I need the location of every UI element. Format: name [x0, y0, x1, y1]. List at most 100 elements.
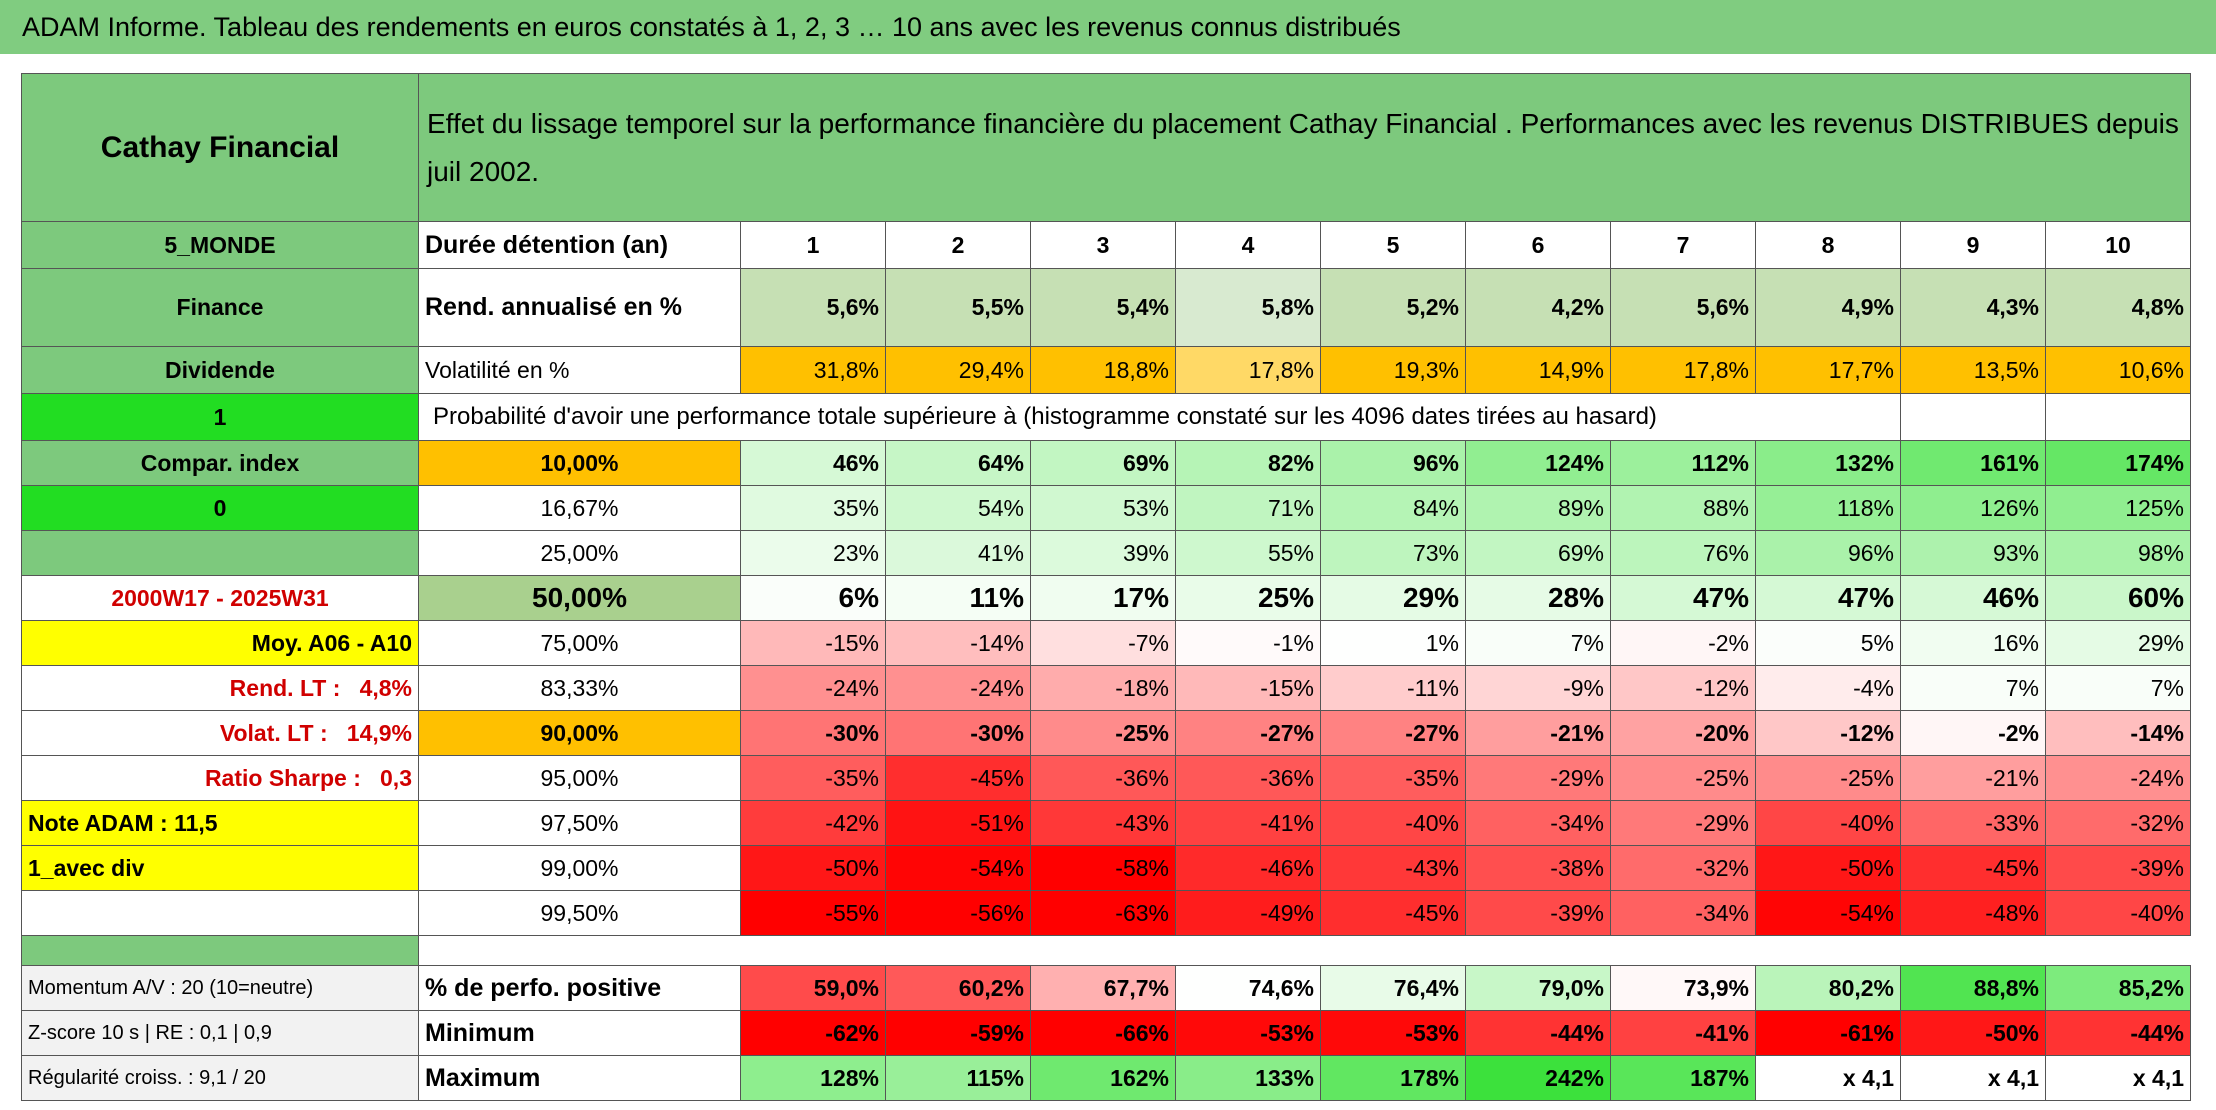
value-cell: 67,7% — [1030, 965, 1176, 1011]
value-cell: -27% — [1320, 710, 1466, 756]
value-cell: -30% — [740, 710, 886, 756]
value-cell: 1% — [1320, 620, 1466, 666]
value-cell: -44% — [1465, 1010, 1611, 1056]
value-cell: 5,4% — [1030, 268, 1176, 347]
row-heading: 97,50% — [418, 800, 741, 846]
value-cell: -25% — [1030, 710, 1176, 756]
section-caption: Probabilité d'avoir une performance tota… — [418, 393, 1901, 441]
value-cell: -56% — [885, 890, 1031, 936]
value-cell: 46% — [740, 440, 886, 486]
value-cell: 73,9% — [1610, 965, 1756, 1011]
value-cell: 4,9% — [1755, 268, 1901, 347]
value-cell: 93% — [1900, 530, 2046, 576]
value-cell: -54% — [885, 845, 1031, 891]
value-cell: 74,6% — [1175, 965, 1321, 1011]
empty-cell — [2044, 393, 2192, 441]
value-cell: 96% — [1320, 440, 1466, 486]
value-cell: -50% — [1755, 845, 1901, 891]
value-cell: 178% — [1320, 1055, 1466, 1101]
value-cell: 84% — [1320, 485, 1466, 531]
value-cell: 7% — [2044, 665, 2192, 711]
value-cell: 126% — [1900, 485, 2046, 531]
value-cell: -14% — [885, 620, 1031, 666]
value-cell: -44% — [2044, 1010, 2192, 1056]
value-cell: -66% — [1030, 1010, 1176, 1056]
value-cell: 35% — [740, 485, 886, 531]
row-heading: 50,00% — [418, 575, 741, 621]
value-cell: 19,3% — [1320, 346, 1466, 394]
value-cell: 76% — [1610, 530, 1756, 576]
value-cell: 47% — [1610, 575, 1756, 621]
value-cell: -38% — [1465, 845, 1611, 891]
returns-table: Cathay Financial Effet du lissage tempore… — [21, 73, 2192, 1101]
value-cell: 17% — [1030, 575, 1176, 621]
spacer-cell — [419, 936, 2191, 966]
value-cell: -40% — [1755, 800, 1901, 846]
duration-header: 1 — [740, 221, 886, 269]
value-cell: 47% — [1755, 575, 1901, 621]
table-row: Momentum A/V : 20 (10=neutre)% de perfo.… — [21, 965, 2192, 1011]
value-cell: -50% — [1900, 1010, 2046, 1056]
title-bar: ADAM Informe. Tableau des rendements en … — [0, 0, 2216, 54]
value-cell: 89% — [1465, 485, 1611, 531]
row-label: 5_MONDE — [21, 221, 419, 269]
value-cell: -58% — [1030, 845, 1176, 891]
value-cell: 161% — [1900, 440, 2046, 486]
value-cell: -40% — [1320, 800, 1466, 846]
table-row: Moy. A06 - A10 75,00% -15% -14% -7% -1% 1% 7% -2… — [21, 620, 2192, 666]
value-cell: 5,6% — [740, 268, 886, 347]
spacer-row — [21, 935, 2191, 966]
value-cell: 10,6% — [2044, 346, 2192, 394]
table-row: 2000W17 - 2025W31 50,00% 6% 11% 17% 25% 29% 28%… — [21, 575, 2192, 621]
row-heading: Durée détention (an) — [418, 221, 741, 269]
value-cell: 5,2% — [1320, 268, 1466, 347]
value-cell: -7% — [1030, 620, 1176, 666]
row-heading: Volatilité en % — [418, 346, 741, 394]
value-cell: 98% — [2044, 530, 2192, 576]
table-row: 99,50% -55% -56% -63% -49% -45% -39% -34% -54% -4… — [21, 890, 2192, 936]
value-cell: 16% — [1900, 620, 2046, 666]
value-cell: -11% — [1320, 665, 1466, 711]
row-label: Momentum A/V : 20 (10=neutre) — [21, 965, 419, 1011]
value-cell: -42% — [740, 800, 886, 846]
value-cell: -18% — [1030, 665, 1176, 711]
value-cell: 29,4% — [885, 346, 1031, 394]
value-cell: 76,4% — [1320, 965, 1466, 1011]
value-cell: -25% — [1610, 755, 1756, 801]
value-cell: 5,6% — [1610, 268, 1756, 347]
table-row: Note ADAM : 11,5 97,50% -42% -51% -43% -41% -4… — [21, 800, 2192, 846]
row-heading: 90,00% — [418, 710, 741, 756]
duration-header: 8 — [1755, 221, 1901, 269]
row-label: 1_avec div — [21, 845, 419, 891]
value-cell: -35% — [740, 755, 886, 801]
value-cell: 5,8% — [1175, 268, 1321, 347]
table-row: Cathay Financial Effet du lissage tempore… — [21, 73, 2192, 222]
value-cell: -27% — [1175, 710, 1321, 756]
value-cell: -2% — [1610, 620, 1756, 666]
row-heading: 75,00% — [418, 620, 741, 666]
value-cell: -34% — [1465, 800, 1611, 846]
row-label: Finance — [21, 268, 419, 347]
value-cell: 53% — [1030, 485, 1176, 531]
value-cell: 4,3% — [1900, 268, 2046, 347]
row-label: Z-score 10 s | RE : 0,1 | 0,9 — [21, 1010, 419, 1056]
duration-header: 9 — [1900, 221, 2046, 269]
table-row: Dividende Volatilité en % 31,8% 29,4% 18,8% 1… — [21, 346, 2192, 394]
value-cell: 88% — [1610, 485, 1756, 531]
value-cell: -36% — [1175, 755, 1321, 801]
table-row: 5_MONDE Durée détention (an) 1 2 3 4 5 6 7 8 9 10 — [21, 221, 2192, 269]
value-cell: -43% — [1030, 800, 1176, 846]
table-row: Ratio Sharpe : 0,3 95,00% -35% -45% -36% -36%… — [21, 755, 2192, 801]
row-label: Régularité croiss. : 9,1 / 20 — [21, 1055, 419, 1101]
table-row: 1_avec div 99,00% -50% -54% -58% -46% -43% -38%… — [21, 845, 2192, 891]
value-cell: -53% — [1175, 1010, 1321, 1056]
value-cell: -12% — [1610, 665, 1756, 711]
value-cell: -4% — [1755, 665, 1901, 711]
value-cell: -24% — [740, 665, 886, 711]
value-cell: 6% — [740, 575, 886, 621]
value-cell: 60,2% — [885, 965, 1031, 1011]
row-label: Cathay Financial — [21, 73, 419, 222]
value-cell: -49% — [1175, 890, 1321, 936]
value-cell: -61% — [1755, 1010, 1901, 1056]
row-heading: Minimum — [418, 1010, 741, 1056]
